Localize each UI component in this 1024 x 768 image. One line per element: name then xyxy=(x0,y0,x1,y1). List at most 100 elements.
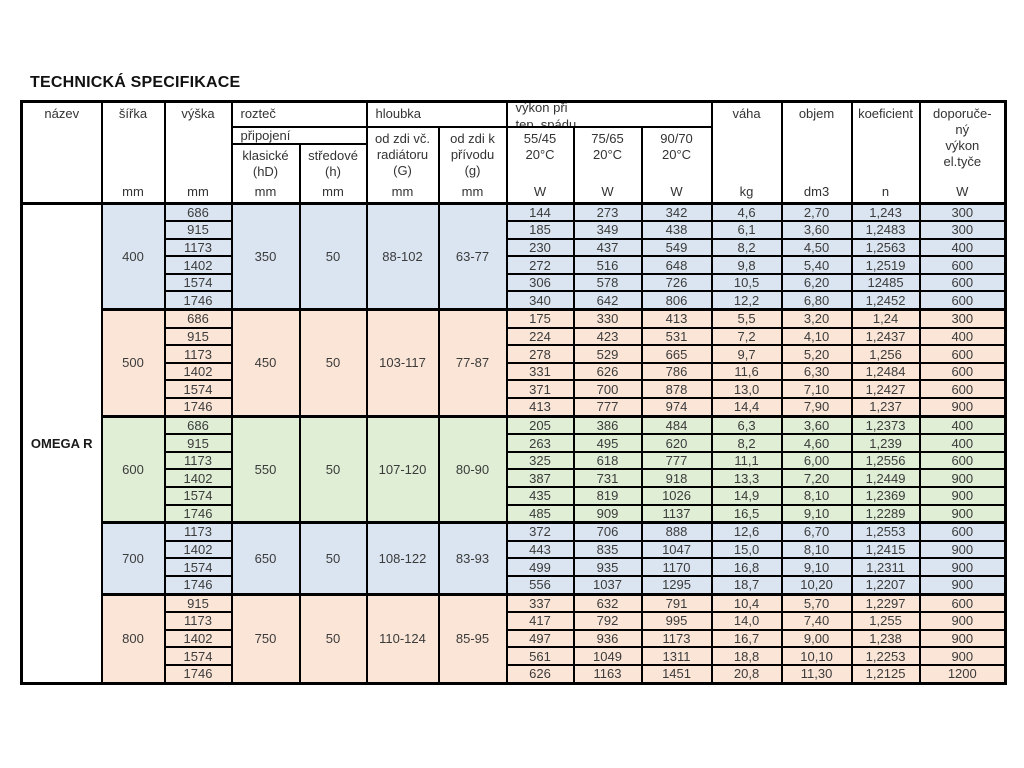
cell-vaha: 12,2 xyxy=(710,290,783,311)
col-header-vykon-7565: 75/65 20°C W xyxy=(572,126,643,204)
cell-vyska: 915 xyxy=(163,592,233,614)
cell-koeficient: 1,2427 xyxy=(850,379,921,400)
cell-koeficient: 1,2449 xyxy=(850,468,921,488)
cell-koeficient: 1,2369 xyxy=(850,486,921,506)
cell-el-tyc-vykon: 900 xyxy=(918,628,1007,649)
cell-vaha: 13,0 xyxy=(710,379,783,400)
cell-vyska: 1173 xyxy=(163,450,233,471)
cell-objem: 7,20 xyxy=(780,468,853,488)
cell-vykon-7565: 330 xyxy=(572,308,643,329)
col-header-nazev: název xyxy=(20,100,103,204)
cell-koeficient: 1,2483 xyxy=(850,220,921,240)
cell-sirka: 600 xyxy=(100,414,166,524)
cell-vyska: 915 xyxy=(163,326,233,347)
cell-objem: 5,70 xyxy=(780,592,853,614)
cell-vyska: 1173 xyxy=(163,237,233,258)
cell-vykon-7565: 1037 xyxy=(572,574,643,596)
cell-hloubka-G: 88-102 xyxy=(365,201,440,311)
cell-vykon-9070: 1137 xyxy=(640,503,713,524)
table-row: 1746 626 1163 1451 20,8 11,30 1,2125 1200 xyxy=(22,663,1007,685)
cell-vykon-7565: 423 xyxy=(572,326,643,347)
cell-hloubka-G: 110-124 xyxy=(365,592,440,685)
table-row: 1746 556 1037 1295 18,7 10,20 1,2207 900 xyxy=(22,574,1007,596)
group-header-roztec: rozteč xyxy=(230,100,368,128)
table-row: 1402 387 731 918 13,3 7,20 1,2449 900 xyxy=(22,468,1007,488)
cell-vyska: 1402 xyxy=(163,628,233,649)
cell-el-tyc-vykon: 600 xyxy=(918,592,1007,614)
cell-vykon-9070: 888 xyxy=(640,521,713,542)
cell-el-tyc-vykon: 400 xyxy=(918,237,1007,258)
cell-vykon-9070: 777 xyxy=(640,450,713,471)
cell-vykon-5545: 306 xyxy=(505,272,575,293)
cell-vaha: 11,6 xyxy=(710,361,783,382)
cell-vaha: 4,6 xyxy=(710,201,783,223)
cell-vykon-9070: 878 xyxy=(640,379,713,400)
cell-sirka: 500 xyxy=(100,308,166,418)
table-row: 1173 230 437 549 8,2 4,50 1,2563 400 xyxy=(22,237,1007,258)
table-row: 1574 561 1049 1311 18,8 10,10 1,2253 900 xyxy=(22,646,1007,666)
cell-objem: 10,20 xyxy=(780,574,853,596)
cell-roztec-stredove: 50 xyxy=(298,308,368,418)
cell-koeficient: 1,239 xyxy=(850,433,921,453)
cell-objem: 6,80 xyxy=(780,290,853,311)
cell-el-tyc-vykon: 400 xyxy=(918,326,1007,347)
cell-vykon-7565: 936 xyxy=(572,628,643,649)
table-row: 1402 272 516 648 9,8 5,40 1,2519 600 xyxy=(22,255,1007,275)
cell-roztec-stredove: 50 xyxy=(298,592,368,685)
cell-sirka: 800 xyxy=(100,592,166,685)
cell-koeficient: 1,2253 xyxy=(850,646,921,666)
cell-vyska: 1746 xyxy=(163,503,233,524)
cell-roztec-stredove: 50 xyxy=(298,521,368,596)
cell-vykon-7565: 819 xyxy=(572,486,643,506)
cell-hloubka-g: 63-77 xyxy=(437,201,508,311)
cell-vaha: 10,4 xyxy=(710,592,783,614)
cell-vykon-9070: 484 xyxy=(640,414,713,436)
cell-vaha: 14,0 xyxy=(710,611,783,631)
cell-el-tyc-vykon: 900 xyxy=(918,574,1007,596)
cell-vykon-7565: 1163 xyxy=(572,663,643,685)
cell-el-tyc-vykon: 300 xyxy=(918,201,1007,223)
cell-vyska: 1574 xyxy=(163,646,233,666)
cell-vykon-9070: 1026 xyxy=(640,486,713,506)
cell-vykon-5545: 372 xyxy=(505,521,575,542)
cell-objem: 6,00 xyxy=(780,450,853,471)
cell-vykon-9070: 726 xyxy=(640,272,713,293)
cell-vykon-7565: 935 xyxy=(572,557,643,577)
col-header-vaha: váha kg xyxy=(710,100,783,204)
col-header-doporuceny: doporuče- ný výkon el.tyče W xyxy=(918,100,1007,204)
cell-koeficient: 1,2415 xyxy=(850,539,921,560)
cell-roztec-klasicke: 750 xyxy=(230,592,301,685)
cell-hloubka-g: 83-93 xyxy=(437,521,508,596)
cell-hloubka-G: 107-120 xyxy=(365,414,440,524)
group-header-vykon: výkon při tep. spádu xyxy=(505,100,713,128)
table-row: 500 686 450 50 103-117 77-87 175 330 413 5,5 3,20 1… xyxy=(22,308,1007,418)
cell-vaha: 10,5 xyxy=(710,272,783,293)
cell-koeficient: 1,255 xyxy=(850,611,921,631)
cell-vykon-7565: 731 xyxy=(572,468,643,488)
cell-vykon-5545: 144 xyxy=(505,201,575,223)
cell-objem: 8,10 xyxy=(780,539,853,560)
cell-vaha: 9,8 xyxy=(710,255,783,275)
cell-vykon-7565: 386 xyxy=(572,414,643,436)
cell-el-tyc-vykon: 1200 xyxy=(918,663,1007,685)
cell-el-tyc-vykon: 600 xyxy=(918,290,1007,311)
cell-objem: 11,30 xyxy=(780,663,853,685)
cell-roztec-klasicke: 450 xyxy=(230,308,301,418)
cell-vykon-9070: 342 xyxy=(640,201,713,223)
cell-vykon-7565: 700 xyxy=(572,379,643,400)
cell-vyska: 686 xyxy=(163,308,233,329)
table-row: 915 185 349 438 6,1 3,60 1,2483 300 xyxy=(22,220,1007,240)
cell-vykon-7565: 516 xyxy=(572,255,643,275)
cell-vaha: 13,3 xyxy=(710,468,783,488)
col-header-od-zdi-radiatoru: od zdi vč. radiátoru (G) mm xyxy=(365,126,440,204)
col-header-koeficient: koeficient n xyxy=(850,100,921,204)
cell-vaha: 15,0 xyxy=(710,539,783,560)
col-header-vyska: výška mm xyxy=(163,100,233,204)
cell-koeficient: 1,2373 xyxy=(850,414,921,436)
cell-objem: 8,10 xyxy=(780,486,853,506)
cell-roztec-klasicke: 550 xyxy=(230,414,301,524)
cell-vykon-9070: 1173 xyxy=(640,628,713,649)
cell-el-tyc-vykon: 600 xyxy=(918,255,1007,275)
cell-objem: 3,60 xyxy=(780,414,853,436)
